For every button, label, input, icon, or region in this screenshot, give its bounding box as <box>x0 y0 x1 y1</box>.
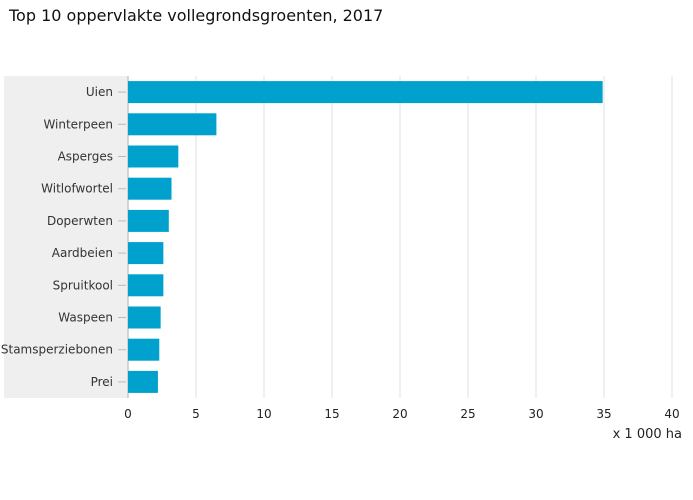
bar-uien <box>128 81 603 104</box>
category-label: Prei <box>91 375 113 389</box>
x-tick-label: 15 <box>324 407 339 421</box>
category-label: Uien <box>86 85 113 99</box>
bars <box>128 81 603 393</box>
category-label-background <box>4 76 128 398</box>
x-tick-label: 25 <box>460 407 475 421</box>
bar-asperges <box>128 145 179 168</box>
x-tick-label: 10 <box>256 407 271 421</box>
bar-prei <box>128 370 158 393</box>
category-label: Asperges <box>58 150 113 164</box>
category-label: Aardbeien <box>52 246 113 260</box>
x-tick-label: 5 <box>192 407 200 421</box>
x-tick-label: 20 <box>392 407 407 421</box>
x-tick-label: 0 <box>124 407 132 421</box>
bar-waspeen <box>128 306 161 329</box>
bar-spruitkool <box>128 274 164 297</box>
bar-witlofwortel <box>128 177 172 200</box>
category-label: Witlofwortel <box>41 182 113 196</box>
x-tick-label: 35 <box>596 407 611 421</box>
x-tick-label: 30 <box>528 407 543 421</box>
x-axis-unit-label: x 1 000 ha <box>613 427 682 442</box>
bar-winterpeen <box>128 113 217 136</box>
category-label: Stamsperziebonen <box>1 343 113 357</box>
bar-doperwten <box>128 209 169 232</box>
category-label: Winterpeen <box>43 117 113 131</box>
chart-title: Top 10 oppervlakte vollegrondsgroenten, … <box>9 6 384 25</box>
category-label: Doperwten <box>47 214 113 228</box>
category-label: Waspeen <box>58 311 113 325</box>
bar-stamsperziebonen <box>128 338 160 361</box>
x-tick-labels: 0 5 10 15 20 25 30 35 40 <box>124 407 679 421</box>
category-label: Spruitkool <box>53 278 113 292</box>
x-tick-label: 40 <box>664 407 679 421</box>
bar-aardbeien <box>128 242 164 265</box>
category-labels: Uien Winterpeen Asperges Witlofwortel Doperw… <box>1 85 126 389</box>
